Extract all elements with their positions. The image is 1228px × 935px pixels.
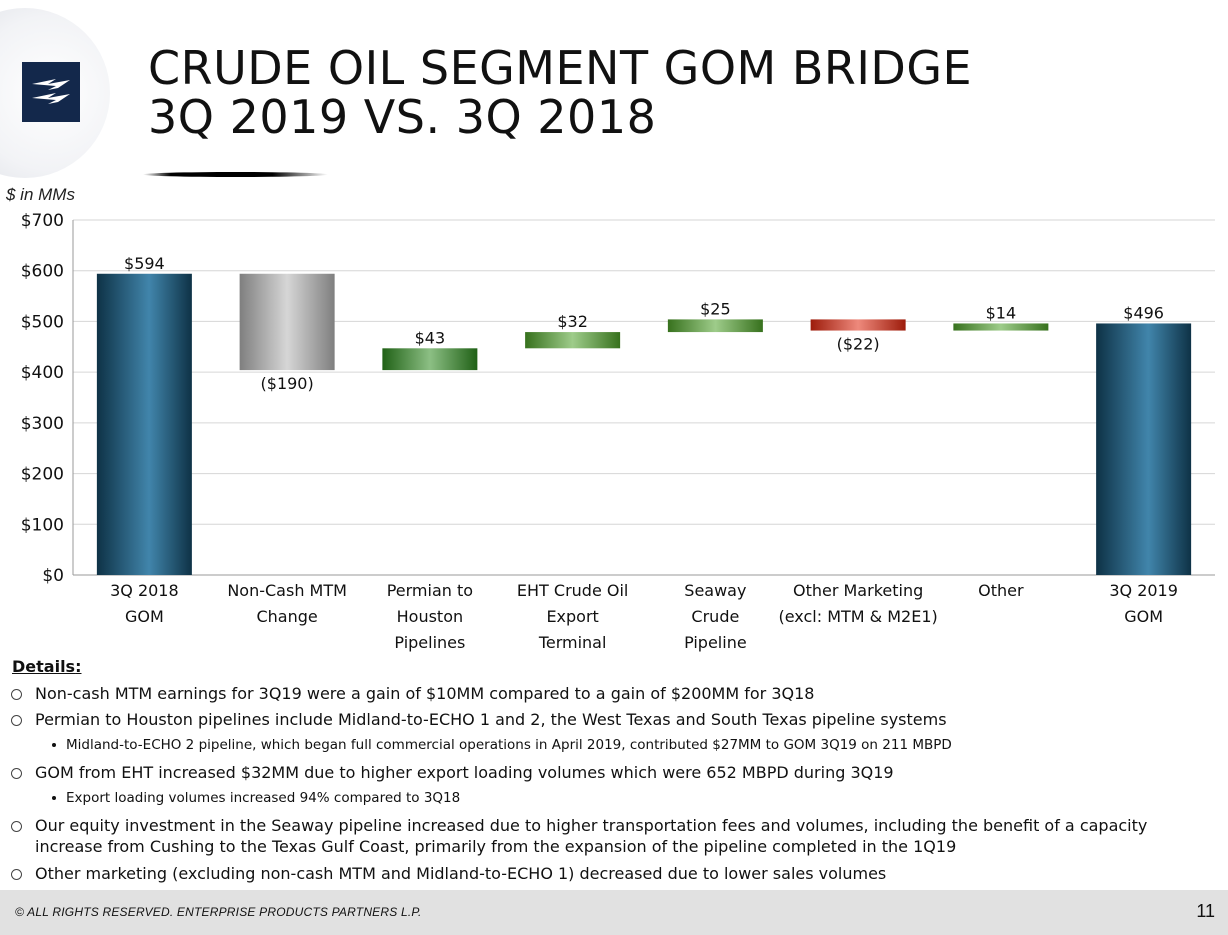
waterfall-bar (96, 273, 192, 575)
x-tick-label: Other (978, 581, 1024, 600)
details-bullet-permian: Permian to Houston pipelines include Mid… (11, 709, 1205, 730)
waterfall-bar (239, 273, 335, 371)
x-tick-label: EHT Crude Oil (517, 581, 628, 600)
x-tick-label: GOM (125, 607, 164, 626)
waterfall-bar (953, 323, 1049, 331)
lightning-icon (32, 79, 70, 104)
page-number: 11 (1196, 901, 1215, 921)
waterfall-bar (810, 319, 906, 331)
x-tick-label: Pipeline (684, 633, 747, 652)
title-line-2: 3Q 2019 VS. 3Q 2018 (148, 90, 657, 144)
y-tick-label: $400 (21, 363, 64, 383)
x-tick-label: Export (546, 607, 598, 626)
waterfall-bar (382, 348, 478, 371)
details-bullet-seaway: Our equity investment in the Seaway pipe… (11, 815, 1205, 857)
waterfall-chart: $0 $100 $200 $300 $400 $500 $600 $700 $594 3Q 201… (21, 211, 1215, 652)
y-tick-label: $700 (21, 211, 64, 231)
x-tick-label: 3Q 2019 (1109, 581, 1178, 600)
x-tick-label: Houston (397, 607, 464, 626)
waterfall-bar (525, 332, 621, 349)
data-label: ($22) (837, 335, 880, 354)
y-tick-label: $100 (21, 515, 64, 535)
y-tick-label: $200 (21, 465, 64, 485)
x-tick-label: 3Q 2018 (110, 581, 179, 600)
details-heading: Details: (12, 657, 82, 676)
data-label: $594 (124, 254, 165, 273)
x-tick-label: Pipelines (394, 633, 465, 652)
y-tick-label: $500 (21, 312, 64, 332)
x-tick-label: Crude (691, 607, 739, 626)
y-tick-label: $0 (42, 566, 64, 586)
x-tick-label: Non-Cash MTM (227, 581, 347, 600)
data-label: $496 (1123, 303, 1164, 322)
copyright-text: © ALL RIGHTS RESERVED. ENTERPRISE PRODUC… (15, 905, 422, 919)
data-label: $25 (700, 299, 731, 318)
data-label: $43 (415, 328, 446, 347)
y-tick-label: $600 (21, 262, 64, 282)
waterfall-bar (667, 319, 763, 333)
title-line-1: CRUDE OIL SEGMENT GOM BRIDGE (148, 41, 973, 95)
x-tick-label: Change (256, 607, 317, 626)
data-label: $14 (986, 303, 1017, 322)
details-sub-bullet-midland: Midland-to-ECHO 2 pipeline, which began … (52, 737, 952, 753)
details-bullet-other-marketing: Other marketing (excluding non-cash MTM … (11, 863, 1205, 884)
y-tick-label: $300 (21, 414, 64, 434)
x-tick-label: Terminal (538, 633, 607, 652)
x-tick-label: Permian to (387, 581, 473, 600)
x-tick-label: Other Marketing (793, 581, 923, 600)
x-tick-label: (excl: MTM & M2E1) (778, 607, 937, 626)
title-underline (143, 172, 328, 177)
details-sub-bullet-export: Export loading volumes increased 94% com… (51, 790, 461, 806)
waterfall-bar (1096, 323, 1192, 575)
x-tick-label: Seaway (684, 581, 746, 600)
x-tick-label: GOM (1124, 607, 1163, 626)
company-logo (22, 62, 80, 122)
data-label: ($190) (261, 374, 314, 393)
details-bullet-eht: GOM from EHT increased $32MM due to high… (11, 762, 1205, 783)
footer-bar: © ALL RIGHTS RESERVED. ENTERPRISE PRODUC… (0, 890, 1228, 935)
slide-title: CRUDE OIL SEGMENT GOM BRIDGE 3Q 2019 VS.… (148, 44, 972, 142)
details-bullet-mtm: Non-cash MTM earnings for 3Q19 were a ga… (11, 683, 1205, 704)
data-label: $32 (557, 312, 588, 331)
units-label: $ in MMs (6, 185, 75, 204)
